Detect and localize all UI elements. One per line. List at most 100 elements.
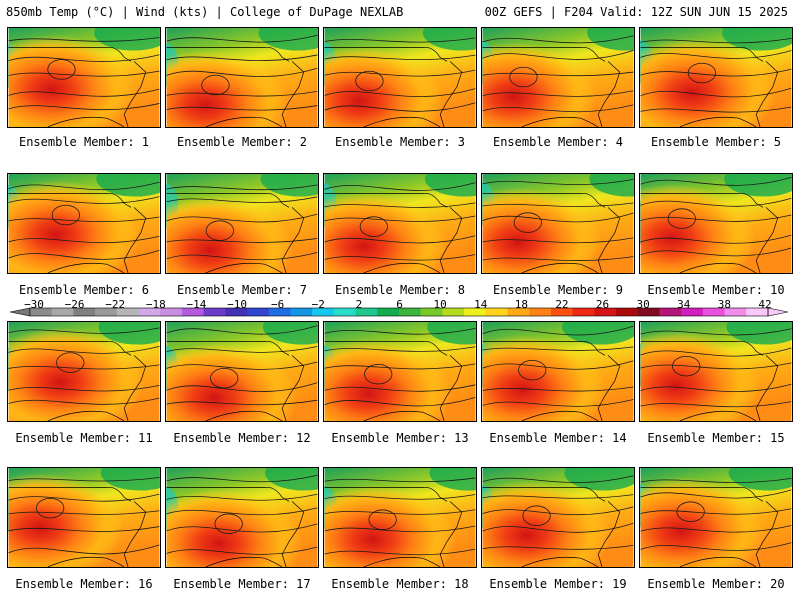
height-contour (640, 176, 792, 186)
color-scale-swatch (268, 308, 291, 316)
height-contour (640, 362, 792, 370)
color-scale-tick-label: 18 (514, 298, 528, 311)
political-border (166, 486, 290, 502)
height-contour (482, 494, 634, 499)
height-contour (166, 184, 318, 191)
temperature-map (482, 322, 634, 421)
heat-dome (482, 28, 634, 127)
color-scale-tick-label: 34 (677, 298, 691, 311)
coastline (47, 61, 147, 127)
temperature-map (166, 28, 318, 127)
color-scale-tick-label: −18 (145, 298, 166, 311)
ensemble-map-panel (7, 27, 161, 128)
height-contour (640, 508, 792, 515)
ensemble-member-label: Ensemble Member: 20 (647, 577, 785, 591)
heat-dome (324, 322, 476, 421)
heat-dome (482, 322, 634, 421)
height-contour (518, 359, 547, 381)
ensemble-map-panel (323, 173, 477, 274)
political-border (482, 340, 606, 356)
height-contour (640, 328, 792, 336)
coastline (363, 207, 463, 273)
political-border (324, 46, 448, 62)
height-contour (324, 494, 476, 500)
ensemble-member-label: Ensemble Member: 17 (173, 577, 311, 591)
height-contour (324, 254, 476, 261)
height-contour (355, 70, 384, 92)
color-scale-tick-label: 10 (433, 298, 447, 311)
political-border (166, 340, 290, 356)
color-scale-swatch (420, 308, 443, 316)
ensemble-member-label: Ensemble Member: 5 (650, 135, 782, 149)
color-scale-tick-label: −22 (105, 298, 126, 311)
coastline (679, 207, 779, 273)
height-contour (8, 37, 160, 42)
color-scale-swatch (203, 308, 226, 316)
height-contour (166, 346, 318, 353)
ensemble-member-label: Ensemble Member: 8 (334, 283, 466, 297)
height-contour (166, 546, 318, 555)
height-contour (672, 355, 701, 377)
temperature-map (640, 28, 792, 127)
height-contour (482, 202, 634, 207)
temperature-map (482, 468, 634, 567)
political-border (640, 486, 764, 502)
color-scale-swatch (399, 308, 422, 316)
political-border (324, 192, 448, 208)
height-contour (166, 493, 318, 501)
height-contour (8, 181, 160, 191)
temperature-map (640, 468, 792, 567)
color-scale-swatch (138, 308, 161, 316)
height-contour (8, 397, 160, 405)
height-contour (509, 66, 538, 88)
height-contour (667, 208, 696, 229)
height-contour (482, 35, 634, 44)
color-scale-swatch (594, 308, 617, 316)
height-contour (8, 544, 160, 555)
color-scale-swatch (485, 308, 509, 316)
height-contour (640, 383, 792, 393)
height-contour (324, 509, 476, 515)
political-border (166, 192, 290, 208)
coastline (521, 207, 621, 273)
coastline (363, 355, 463, 421)
heat-dome (640, 28, 792, 127)
heat-dome (640, 174, 792, 273)
color-scale-tick-label: 2 (355, 298, 363, 311)
height-contour (324, 54, 476, 61)
heat-dome (166, 28, 318, 127)
temperature-map (640, 322, 792, 421)
temperature-map (324, 28, 476, 127)
color-scale-tick-label: −2 (311, 298, 325, 311)
color-scale-swatch (507, 308, 530, 316)
ensemble-member-label: Ensemble Member: 13 (331, 431, 469, 445)
color-scale-swatch (377, 308, 400, 316)
height-contour (368, 509, 397, 530)
height-contour (166, 325, 318, 335)
ensemble-map-panel (639, 173, 793, 274)
height-contour (522, 505, 551, 526)
height-contour (166, 251, 318, 261)
height-contour (324, 202, 476, 208)
coastline (47, 501, 147, 567)
height-contour (166, 523, 318, 533)
height-contour (51, 204, 80, 226)
ensemble-map-panel (481, 467, 635, 568)
coastline (521, 501, 621, 567)
height-contour (640, 106, 792, 113)
heat-dome (482, 468, 634, 567)
temperature-map (640, 174, 792, 273)
height-contour (205, 220, 234, 241)
height-contour (324, 397, 476, 407)
temperature-map (166, 322, 318, 421)
height-contour (640, 477, 792, 483)
color-scale-swatch (442, 308, 465, 316)
height-contour (8, 103, 160, 111)
height-contour (56, 352, 85, 373)
ensemble-map-panel (7, 173, 161, 274)
height-contour (482, 522, 634, 533)
height-contour (324, 346, 476, 352)
heat-dome (482, 174, 634, 273)
temperature-map (324, 468, 476, 567)
color-scale-tick-label: 6 (396, 298, 403, 311)
